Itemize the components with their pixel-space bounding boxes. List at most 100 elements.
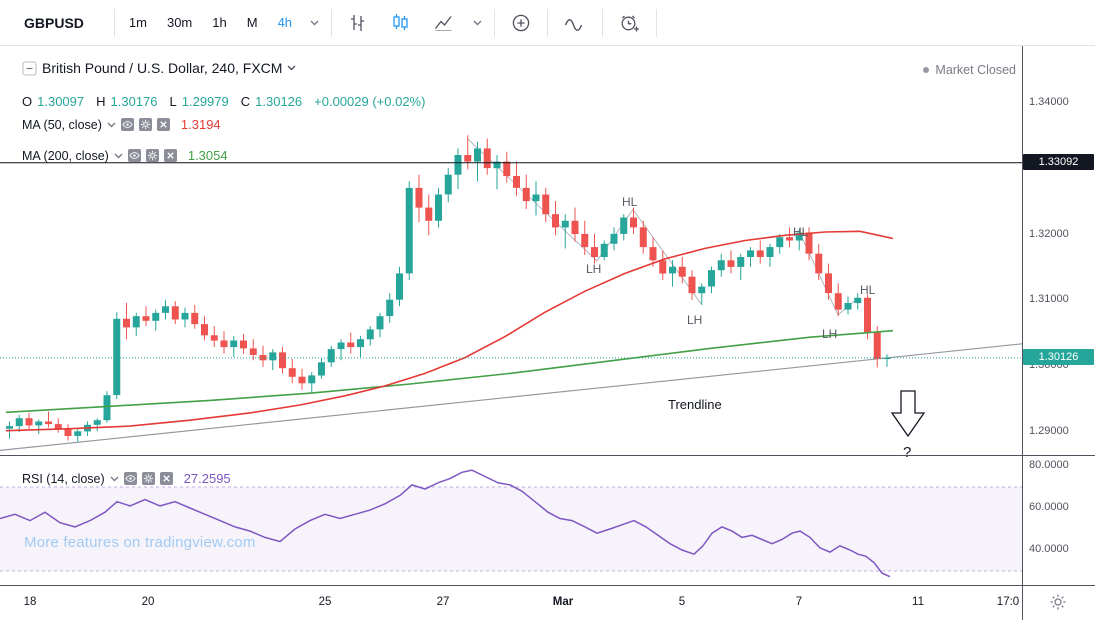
chevron-down-icon[interactable] [287, 65, 296, 71]
trendline[interactable] [0, 343, 1023, 451]
candle-body [708, 270, 715, 287]
ma50-line[interactable] [5, 230, 894, 432]
candle-body [669, 266, 676, 274]
candle-body [93, 420, 101, 425]
interval-button-4h[interactable]: 4h [277, 15, 293, 30]
candle-body [815, 253, 823, 274]
style-dropdown-chevron-icon[interactable] [465, 20, 490, 26]
axis-label: 1.32000 [1029, 228, 1069, 240]
line-tool-icon[interactable] [552, 12, 598, 34]
gear-icon[interactable] [145, 149, 159, 162]
candle-body [747, 250, 754, 257]
candle-body [795, 232, 803, 241]
candle-body [873, 332, 881, 359]
interval-button-1m[interactable]: 1m [128, 15, 147, 30]
gear-icon[interactable] [141, 472, 155, 485]
area-style-icon[interactable] [422, 12, 465, 33]
indicator-name[interactable]: MA (200, close) [22, 148, 109, 163]
candle-body [474, 148, 481, 162]
candle-body [35, 421, 43, 426]
candle-body [15, 418, 23, 427]
indicator-value: 1.3054 [187, 148, 228, 163]
candle-body [591, 247, 598, 257]
top-toolbar: GBPUSD 1m 30m 1h M 4h [0, 0, 1095, 46]
close-icon[interactable] [156, 118, 170, 131]
interval-button-1h[interactable]: 1h [212, 15, 227, 30]
indicator-name[interactable]: MA (50, close) [22, 117, 102, 132]
axis-label: 1.34000 [1029, 96, 1069, 108]
compare-add-icon[interactable] [499, 12, 543, 34]
candle-body [220, 340, 228, 348]
interval-button-M[interactable]: M [246, 15, 258, 30]
candle-body [366, 329, 374, 340]
interval-button-30m[interactable]: 30m [166, 15, 193, 30]
down-arrow-annotation[interactable] [890, 390, 926, 438]
candle-body [552, 214, 559, 228]
interval-dropdown-chevron-icon[interactable] [302, 20, 327, 26]
candle-body [435, 194, 442, 221]
candle-body [152, 312, 160, 321]
eye-icon[interactable] [120, 118, 134, 131]
candle-body [113, 318, 121, 396]
toolbar-separator [494, 8, 496, 37]
candle-body [844, 303, 852, 310]
candle-body [201, 324, 208, 336]
candle-body [571, 220, 579, 234]
chevron-down-icon[interactable] [110, 476, 119, 482]
candle-body [386, 299, 394, 317]
low-value: 1.29979 [181, 94, 229, 109]
toolbar-separator [656, 8, 658, 37]
indicator-legend-rsi: RSI (14, close) 27.2595 [22, 471, 231, 486]
candles-style-icon[interactable] [379, 12, 422, 33]
chevron-down-icon[interactable] [114, 153, 123, 159]
candle-body [464, 155, 472, 162]
candle-body [854, 297, 862, 304]
swing-label-lh: LH [687, 313, 702, 327]
toolbar-separator [331, 8, 333, 37]
candle-body [503, 161, 511, 177]
toolbar-separator [113, 8, 115, 37]
candle-body [191, 312, 199, 325]
candle-body [688, 276, 696, 294]
candle-body [444, 174, 452, 195]
candle-body [864, 297, 871, 333]
candle-body [522, 187, 530, 202]
indicator-value: 27.2595 [183, 471, 231, 486]
time-axis[interactable]: 18 20 25 27 Mar 5 7 11 17:0 [0, 586, 1095, 620]
time-axis-label: Mar [552, 596, 574, 608]
collapse-pane-icon[interactable] [22, 61, 37, 76]
close-value: 1.30126 [255, 94, 303, 109]
candle-body [181, 312, 189, 320]
swing-label-hl: HL [860, 283, 876, 297]
chevron-down-icon[interactable] [107, 122, 116, 128]
axis-label: 60.0000 [1029, 501, 1069, 513]
chart-title[interactable]: British Pound / U.S. Dollar, 240, FXCM [42, 60, 283, 76]
symbol-button[interactable]: GBPUSD [24, 14, 84, 31]
candle-body [883, 357, 891, 359]
close-icon[interactable] [159, 472, 173, 485]
gear-icon[interactable] [138, 118, 152, 131]
candle-body [74, 431, 82, 436]
close-icon[interactable] [163, 149, 177, 162]
indicator-legend-ma200: MA (200, close) 1.3054 [22, 148, 228, 163]
open-label: O [22, 94, 33, 109]
candle-body [405, 187, 413, 274]
candle-body [717, 260, 725, 271]
candle-body [493, 161, 501, 169]
ma200-line[interactable] [5, 329, 894, 414]
open-value: 1.30097 [37, 94, 85, 109]
candle-body [171, 306, 179, 320]
indicator-name[interactable]: RSI (14, close) [22, 471, 105, 486]
axis-settings-gear-icon[interactable] [1049, 593, 1067, 616]
candle-body [454, 155, 462, 175]
candle-body [649, 247, 657, 261]
alert-clock-icon[interactable] [607, 12, 652, 34]
bars-style-icon[interactable] [336, 12, 379, 33]
eye-icon[interactable] [123, 472, 137, 485]
trendline-label[interactable]: Trendline [668, 397, 722, 412]
time-axis-label: 5 [678, 596, 686, 608]
time-axis-label: 18 [23, 596, 37, 608]
eye-icon[interactable] [127, 149, 141, 162]
candle-body [337, 342, 345, 350]
